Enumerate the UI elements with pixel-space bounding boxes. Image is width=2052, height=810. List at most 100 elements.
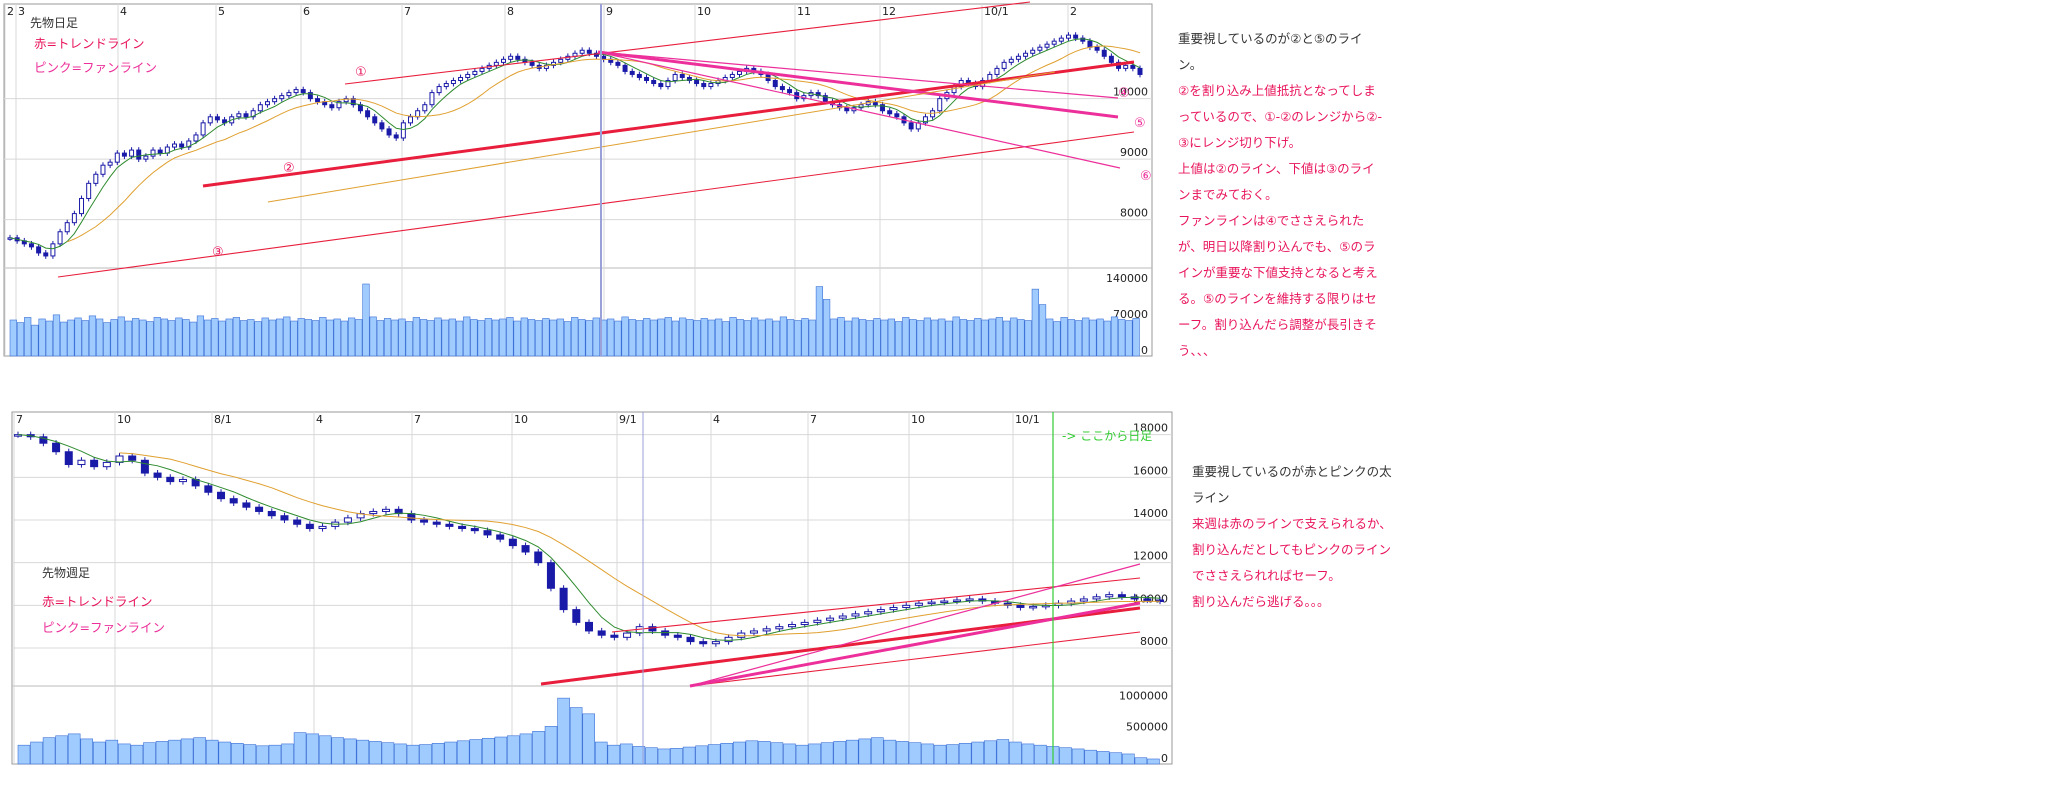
candle-body — [772, 80, 778, 88]
volume-bar — [1024, 320, 1032, 357]
volume-bar — [772, 320, 780, 357]
volume-bar — [80, 738, 93, 765]
volume-bar — [858, 738, 872, 765]
candle-body — [787, 89, 793, 94]
candle-body — [672, 73, 678, 81]
volume-bar — [670, 748, 683, 765]
date-tick-label: 4 — [120, 5, 127, 18]
volume-bar — [193, 737, 206, 765]
candle-body — [694, 80, 700, 85]
candle-body — [593, 52, 599, 57]
candle-body — [815, 92, 821, 97]
trendline-2 — [202, 60, 1135, 188]
candle-body — [658, 83, 664, 88]
price-tick-label: 16000 — [1133, 464, 1168, 477]
volume-bar — [448, 318, 456, 357]
volume-bar — [482, 737, 495, 765]
candle-body — [673, 634, 682, 638]
candle-body — [420, 519, 429, 523]
candle-body — [889, 606, 898, 611]
volume-bar — [1132, 318, 1140, 357]
volume-bar — [945, 320, 953, 357]
candle-body — [86, 182, 92, 199]
date-tick-label: 12 — [882, 5, 896, 18]
candle-body — [279, 95, 285, 100]
candle-body — [436, 86, 442, 94]
plot-frame — [3, 3, 1153, 357]
volume-bar — [682, 746, 696, 765]
volume-tick-label: 0 — [1141, 344, 1148, 357]
volume-bar — [9, 319, 17, 357]
volume-bar — [887, 318, 895, 357]
volume-bar — [582, 713, 595, 765]
volume-bar — [455, 320, 464, 357]
volume-bar — [770, 742, 784, 765]
volume-bar — [331, 737, 344, 765]
volume-bar — [858, 319, 867, 357]
volume-bar — [958, 742, 972, 765]
volume-bar — [499, 318, 507, 357]
volume-bar — [736, 319, 744, 357]
volume-bar — [1067, 319, 1075, 357]
candle-body — [458, 76, 464, 81]
volume-bar — [743, 320, 752, 357]
candle-body — [250, 110, 256, 118]
candle-body — [1030, 49, 1036, 54]
volume-bar — [96, 318, 104, 357]
date-tick-label: 8 — [507, 5, 514, 18]
volume-bar — [268, 319, 277, 357]
volume-bar — [556, 318, 564, 357]
date-tick-label: 7 — [404, 5, 411, 18]
volume-bar — [240, 320, 248, 357]
volume-bar — [469, 739, 483, 765]
candle-body — [242, 502, 251, 508]
volume-bar — [470, 319, 478, 357]
candle-body — [286, 92, 292, 97]
candle-body — [315, 98, 321, 103]
volume-bar — [996, 739, 1010, 765]
volume-bar — [297, 318, 305, 357]
volume-bar — [1071, 748, 1085, 765]
volume-bar — [693, 320, 701, 357]
circled-line-label: ② — [283, 161, 295, 176]
volume-bar — [896, 741, 909, 765]
weekly-chart-panel: 7108/147109/1471010/18000100001200014000… — [0, 410, 1175, 780]
date-tick-label: 8/1 — [214, 413, 232, 426]
volume-bar — [484, 318, 492, 357]
candle-body — [1117, 594, 1126, 598]
candle-body — [79, 197, 85, 215]
volume-bar — [441, 319, 449, 357]
volume-bar — [808, 319, 816, 357]
candle-body — [615, 61, 621, 66]
volume-bar — [153, 317, 161, 357]
volume-bar — [981, 319, 989, 357]
volume-bar — [1089, 319, 1097, 357]
volume-bar — [319, 317, 327, 357]
volume-bar — [261, 317, 269, 357]
volume-bar — [880, 319, 888, 357]
volume-bar — [851, 317, 859, 357]
candle-body — [937, 98, 943, 112]
volume-bar — [607, 744, 621, 765]
candle-body — [36, 246, 42, 254]
volume-bar — [946, 744, 959, 765]
date-tick-label: 10 — [117, 413, 131, 426]
volume-bar — [218, 320, 226, 357]
volume-bar — [362, 283, 370, 357]
volume-bar — [1060, 317, 1068, 357]
candle-body — [1065, 34, 1071, 39]
volume-bar — [412, 317, 420, 357]
candle-body — [39, 436, 48, 444]
candle-body — [472, 70, 478, 75]
candle-body — [679, 73, 685, 78]
trendline-1 — [344, 1, 1031, 85]
candle-body — [775, 626, 784, 630]
volume-bar — [679, 317, 687, 357]
candle-body — [894, 113, 900, 118]
circled-line-label: ⑥ — [1140, 169, 1152, 184]
volume-bar — [406, 744, 420, 765]
volume-bar — [745, 740, 759, 765]
volume-bar — [758, 319, 766, 357]
volume-bar — [722, 321, 730, 357]
weekly-fanline-bold — [689, 601, 1141, 688]
